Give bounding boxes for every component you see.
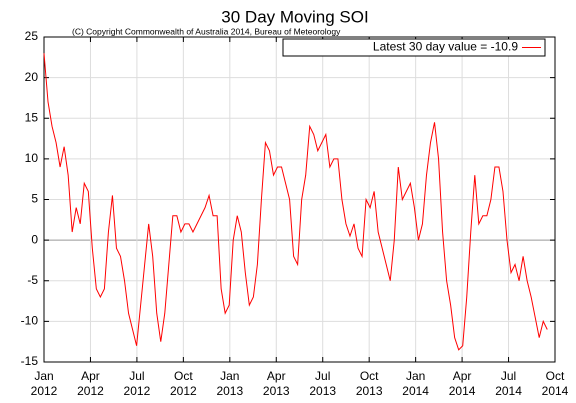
- x-tick-label: Oct 2012: [170, 369, 197, 398]
- x-tick-label: Jul 2013: [309, 369, 336, 398]
- y-tick-label: 20: [25, 70, 39, 84]
- x-tick-label: Jul 2014: [495, 369, 522, 398]
- legend: Latest 30 day value = -10.9: [282, 38, 546, 57]
- x-tick-label: Oct 2013: [356, 369, 383, 398]
- x-tick-label: Apr 2012: [77, 369, 104, 398]
- x-tick-label: Jul 2012: [124, 369, 151, 398]
- x-tick-label: Jan 2012: [31, 369, 58, 398]
- y-tick-label: -5: [27, 273, 38, 287]
- chart-subtitle: (C) Copyright Commonwealth of Australia …: [72, 26, 341, 36]
- chart-title: 30 Day Moving SOI: [221, 7, 368, 26]
- y-tick-label: 10: [25, 151, 39, 165]
- y-tick-label: 15: [25, 110, 39, 124]
- x-tick-label: Jan 2014: [402, 369, 429, 398]
- x-tick-label: Jan 2013: [216, 369, 243, 398]
- x-tick-label: Oct 2014: [542, 369, 569, 398]
- y-tick-label: 5: [31, 192, 38, 206]
- x-tick-label: Apr 2013: [263, 369, 290, 398]
- y-tick-label: -15: [21, 354, 39, 368]
- y-tick-label: 0: [31, 232, 38, 246]
- series-line: [43, 53, 548, 351]
- y-tick-label: 25: [25, 29, 39, 43]
- legend-label: Latest 30 day value = -10.9: [373, 40, 518, 54]
- x-tick-label: Apr 2014: [449, 369, 476, 398]
- plot-frame: [43, 36, 556, 363]
- legend-box: [282, 38, 546, 57]
- y-tick-label: -10: [21, 314, 39, 328]
